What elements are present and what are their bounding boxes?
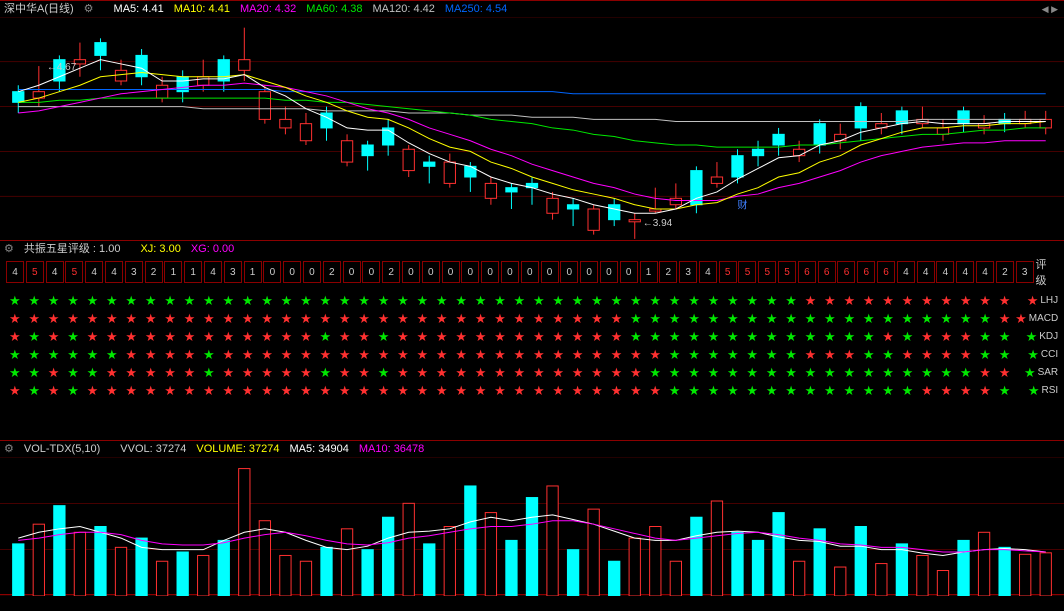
- volume-panel: ⚙ VOL-TDX(5,10) VVOL: 37274VOLUME: 37274…: [0, 440, 1064, 595]
- rating-title: 共振五星评级 : 1.00: [24, 241, 121, 257]
- rating-cell: 4: [85, 261, 103, 283]
- rating-cell: 3: [1016, 261, 1034, 283]
- rating-cell: 0: [402, 261, 420, 283]
- rating-cell: 0: [283, 261, 301, 283]
- rating-stars: ★★★★★★★★★★★★★★★★★★★★★★★★★★★★★★★★★★★★★★★★…: [6, 291, 1058, 399]
- rating-cell: 5: [65, 261, 83, 283]
- rating-cell: 5: [26, 261, 44, 283]
- candlestick-panel: 深中华A(日线) ⚙ MA5: 4.41MA10: 4.41MA20: 4.32…: [0, 0, 1064, 240]
- svg-text:财: 财: [737, 199, 747, 212]
- rating-cell: 0: [442, 261, 460, 283]
- rating-cell: 0: [541, 261, 559, 283]
- rating-cell: 0: [303, 261, 321, 283]
- rating-cell: 0: [422, 261, 440, 283]
- rating-cell: 5: [778, 261, 796, 283]
- rating-cell: 2: [382, 261, 400, 283]
- volume-title: VOL-TDX(5,10): [24, 441, 100, 457]
- rating-body: 4545443211431000200200000000000012345555…: [0, 257, 1064, 399]
- star-row: ★★★★★★★★★★★★★★★★★★★★★★★★★★★★★★★★★★★★★★★★…: [6, 309, 1058, 327]
- rating-cell: 0: [263, 261, 281, 283]
- gear-icon[interactable]: ⚙: [4, 441, 14, 457]
- rating-cell: 0: [481, 261, 499, 283]
- rating-cell: 0: [600, 261, 618, 283]
- rating-cell: 4: [204, 261, 222, 283]
- rating-cell: 4: [46, 261, 64, 283]
- volume-chart[interactable]: [0, 457, 1064, 596]
- star-row: ★★★★★★★★★★★★★★★★★★★★★★★★★★★★★★★★★★★★★★★★…: [6, 381, 1058, 399]
- rating-cell: 3: [224, 261, 242, 283]
- rating-cell: 0: [343, 261, 361, 283]
- rating-cell: 6: [798, 261, 816, 283]
- rating-cell: 6: [877, 261, 895, 283]
- rating-cell: 2: [659, 261, 677, 283]
- star-row: ★★★★★★★★★★★★★★★★★★★★★★★★★★★★★★★★★★★★★★★★…: [6, 363, 1058, 381]
- rating-cell: 2: [323, 261, 341, 283]
- rating-cell: 0: [521, 261, 539, 283]
- stock-title: 深中华A(日线): [4, 1, 74, 17]
- svg-text:←3.94: ←3.94: [643, 218, 673, 229]
- rating-cell: 4: [976, 261, 994, 283]
- rating-cell: 0: [620, 261, 638, 283]
- rating-cell: 6: [818, 261, 836, 283]
- rating-cell: 5: [758, 261, 776, 283]
- volume-header: ⚙ VOL-TDX(5,10) VVOL: 37274VOLUME: 37274…: [0, 441, 1064, 457]
- rating-cell: 1: [184, 261, 202, 283]
- rating-cell: 1: [244, 261, 262, 283]
- rating-cell: 4: [105, 261, 123, 283]
- rating-panel: ⚙ 共振五星评级 : 1.00 XJ: 3.00XG: 0.00 4545443…: [0, 240, 1064, 440]
- svg-text:←4.67: ←4.67: [47, 62, 77, 73]
- rating-cell: 3: [679, 261, 697, 283]
- rating-cell: 1: [164, 261, 182, 283]
- rating-cell: 4: [917, 261, 935, 283]
- rating-cell: 3: [125, 261, 143, 283]
- rating-cell: 4: [6, 261, 24, 283]
- rating-cell: 4: [956, 261, 974, 283]
- candlestick-header: 深中华A(日线) ⚙ MA5: 4.41MA10: 4.41MA20: 4.32…: [0, 1, 1064, 17]
- star-row: ★★★★★★★★★★★★★★★★★★★★★★★★★★★★★★★★★★★★★★★★…: [6, 327, 1058, 345]
- star-row: ★★★★★★★★★★★★★★★★★★★★★★★★★★★★★★★★★★★★★★★★…: [6, 291, 1058, 309]
- gear-icon[interactable]: ⚙: [84, 1, 94, 17]
- rating-cell: 1: [640, 261, 658, 283]
- rating-cell: 5: [738, 261, 756, 283]
- gear-icon[interactable]: ⚙: [4, 241, 14, 257]
- rating-cell: 4: [936, 261, 954, 283]
- star-row: ★★★★★★★★★★★★★★★★★★★★★★★★★★★★★★★★★★★★★★★★…: [6, 345, 1058, 363]
- scroll-arrows[interactable]: ◀ ▶: [517, 1, 1064, 17]
- rating-cell: 4: [897, 261, 915, 283]
- rating-cell: 6: [857, 261, 875, 283]
- rating-cell: 2: [996, 261, 1014, 283]
- rating-cell: 0: [580, 261, 598, 283]
- rating-cell: 0: [362, 261, 380, 283]
- rating-cell: 0: [461, 261, 479, 283]
- rating-cell: 0: [560, 261, 578, 283]
- candlestick-chart[interactable]: ←4.67 ←3.94 财: [0, 17, 1064, 241]
- rating-cell: 4: [699, 261, 717, 283]
- rating-cell: 5: [719, 261, 737, 283]
- rating-cell: 2: [145, 261, 163, 283]
- rating-cell: 6: [837, 261, 855, 283]
- rating-header: ⚙ 共振五星评级 : 1.00 XJ: 3.00XG: 0.00: [0, 241, 1064, 257]
- rating-cell: 0: [501, 261, 519, 283]
- rating-numbers: 4545443211431000200200000000000012345555…: [6, 261, 1058, 283]
